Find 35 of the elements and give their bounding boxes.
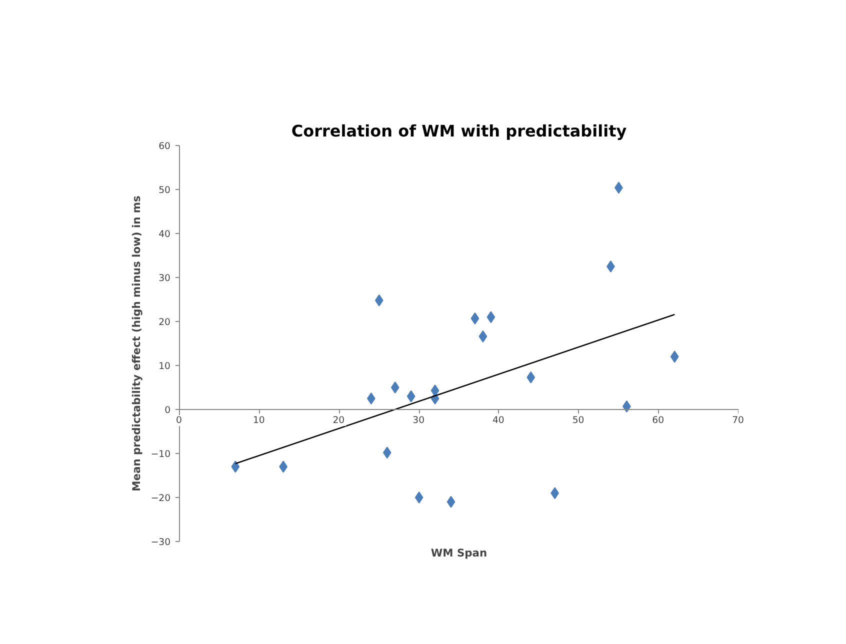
point xyxy=(606,260,615,272)
y-tick-label: −20 xyxy=(150,493,171,504)
point xyxy=(390,382,400,394)
point xyxy=(406,390,416,402)
y-tick-label: 20 xyxy=(158,317,171,328)
point xyxy=(382,446,392,459)
y-tick-label: −10 xyxy=(150,449,171,460)
point xyxy=(231,460,240,473)
point xyxy=(374,294,384,306)
point xyxy=(446,496,456,508)
x-tick-label: 60 xyxy=(651,415,666,426)
x-tick-label: 30 xyxy=(412,415,426,426)
y-tick-label: 50 xyxy=(158,185,171,196)
x-tick-label: 0 xyxy=(175,415,183,426)
point xyxy=(470,312,480,324)
x-tick-label: 10 xyxy=(252,415,266,426)
point xyxy=(670,350,679,363)
y-tick-label: 40 xyxy=(158,229,171,240)
x-tick-label: 40 xyxy=(491,415,506,426)
x-tick-label: 50 xyxy=(571,415,586,426)
point xyxy=(478,330,488,342)
y-tick-label: 0 xyxy=(164,405,171,416)
x-axis-title: WM Span xyxy=(430,546,488,560)
chart-title: Correlation of WM with predictability xyxy=(291,122,628,140)
point xyxy=(366,392,376,404)
x-tick-label: 70 xyxy=(731,415,745,426)
point xyxy=(414,492,424,504)
y-tick-label: 30 xyxy=(158,273,171,284)
point xyxy=(526,371,536,384)
y-tick-label: 10 xyxy=(158,361,171,372)
point xyxy=(486,311,496,324)
y-tick-label: 60 xyxy=(158,141,171,152)
y-axis-title: Mean predictability effect (high minus low) in ms xyxy=(130,196,143,492)
y-tick-label: −30 xyxy=(150,537,171,548)
x-tick-label: 20 xyxy=(332,415,346,426)
